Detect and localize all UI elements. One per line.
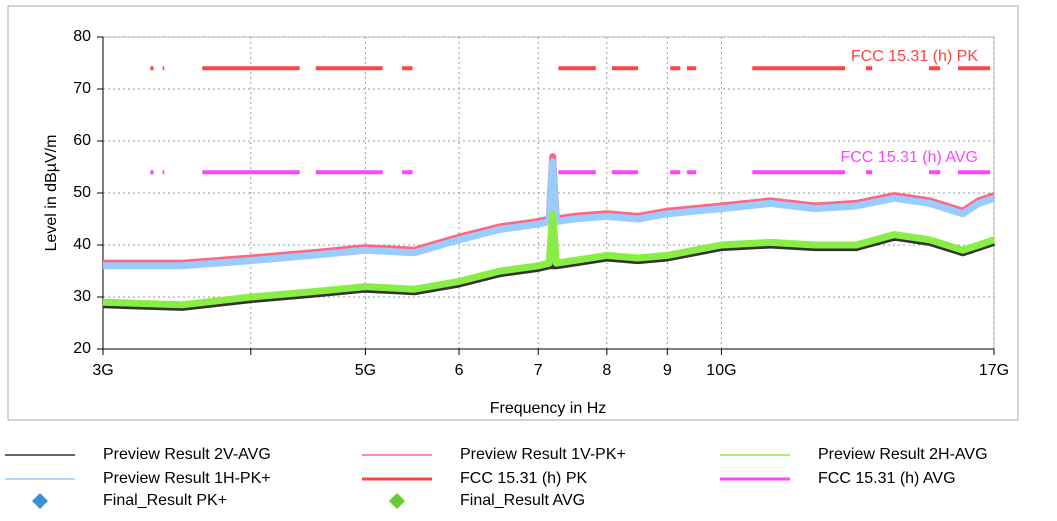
legend-label: Preview Result 1H-PK+ xyxy=(103,470,271,487)
series-line xyxy=(103,158,996,270)
y-tick-label: 50 xyxy=(73,184,91,201)
legend-label: Preview Result 1V-PK+ xyxy=(460,446,626,463)
y-tick-label: 30 xyxy=(73,288,91,305)
series-line xyxy=(102,210,996,309)
legend-marker xyxy=(32,493,48,509)
x-tick-label: 17G xyxy=(979,362,1009,379)
x-tick-label: 8 xyxy=(602,362,611,379)
legend-label: Final_Result PK+ xyxy=(103,492,227,509)
limit-label: FCC 15.31 (h) PK xyxy=(851,48,978,65)
legend-label: FCC 15.31 (h) PK xyxy=(460,470,587,487)
x-tick-label: 10G xyxy=(706,362,736,379)
y-tick-label: 20 xyxy=(73,340,91,357)
y-axis-title: Level in dBµV/m xyxy=(43,135,60,252)
legend-label: Preview Result 2V-AVG xyxy=(103,446,271,463)
x-tick-label: 5G xyxy=(355,362,376,379)
y-tick-label: 80 xyxy=(73,28,91,45)
x-tick-label: 3G xyxy=(92,362,113,379)
y-tick-label: 40 xyxy=(73,236,91,253)
x-axis-title: Frequency in Hz xyxy=(490,400,607,417)
legend-label: Preview Result 2H-AVG xyxy=(818,446,988,463)
limit-label: FCC 15.31 (h) AVG xyxy=(840,149,978,166)
y-tick-label: 70 xyxy=(73,80,91,97)
legend-label: FCC 15.31 (h) AVG xyxy=(818,470,956,487)
x-tick-label: 7 xyxy=(534,362,543,379)
y-tick-label: 60 xyxy=(73,132,91,149)
legend-label: Final_Result AVG xyxy=(460,492,585,509)
legend-marker xyxy=(389,493,405,509)
x-tick-label: 6 xyxy=(455,362,464,379)
x-tick-label: 9 xyxy=(663,362,672,379)
